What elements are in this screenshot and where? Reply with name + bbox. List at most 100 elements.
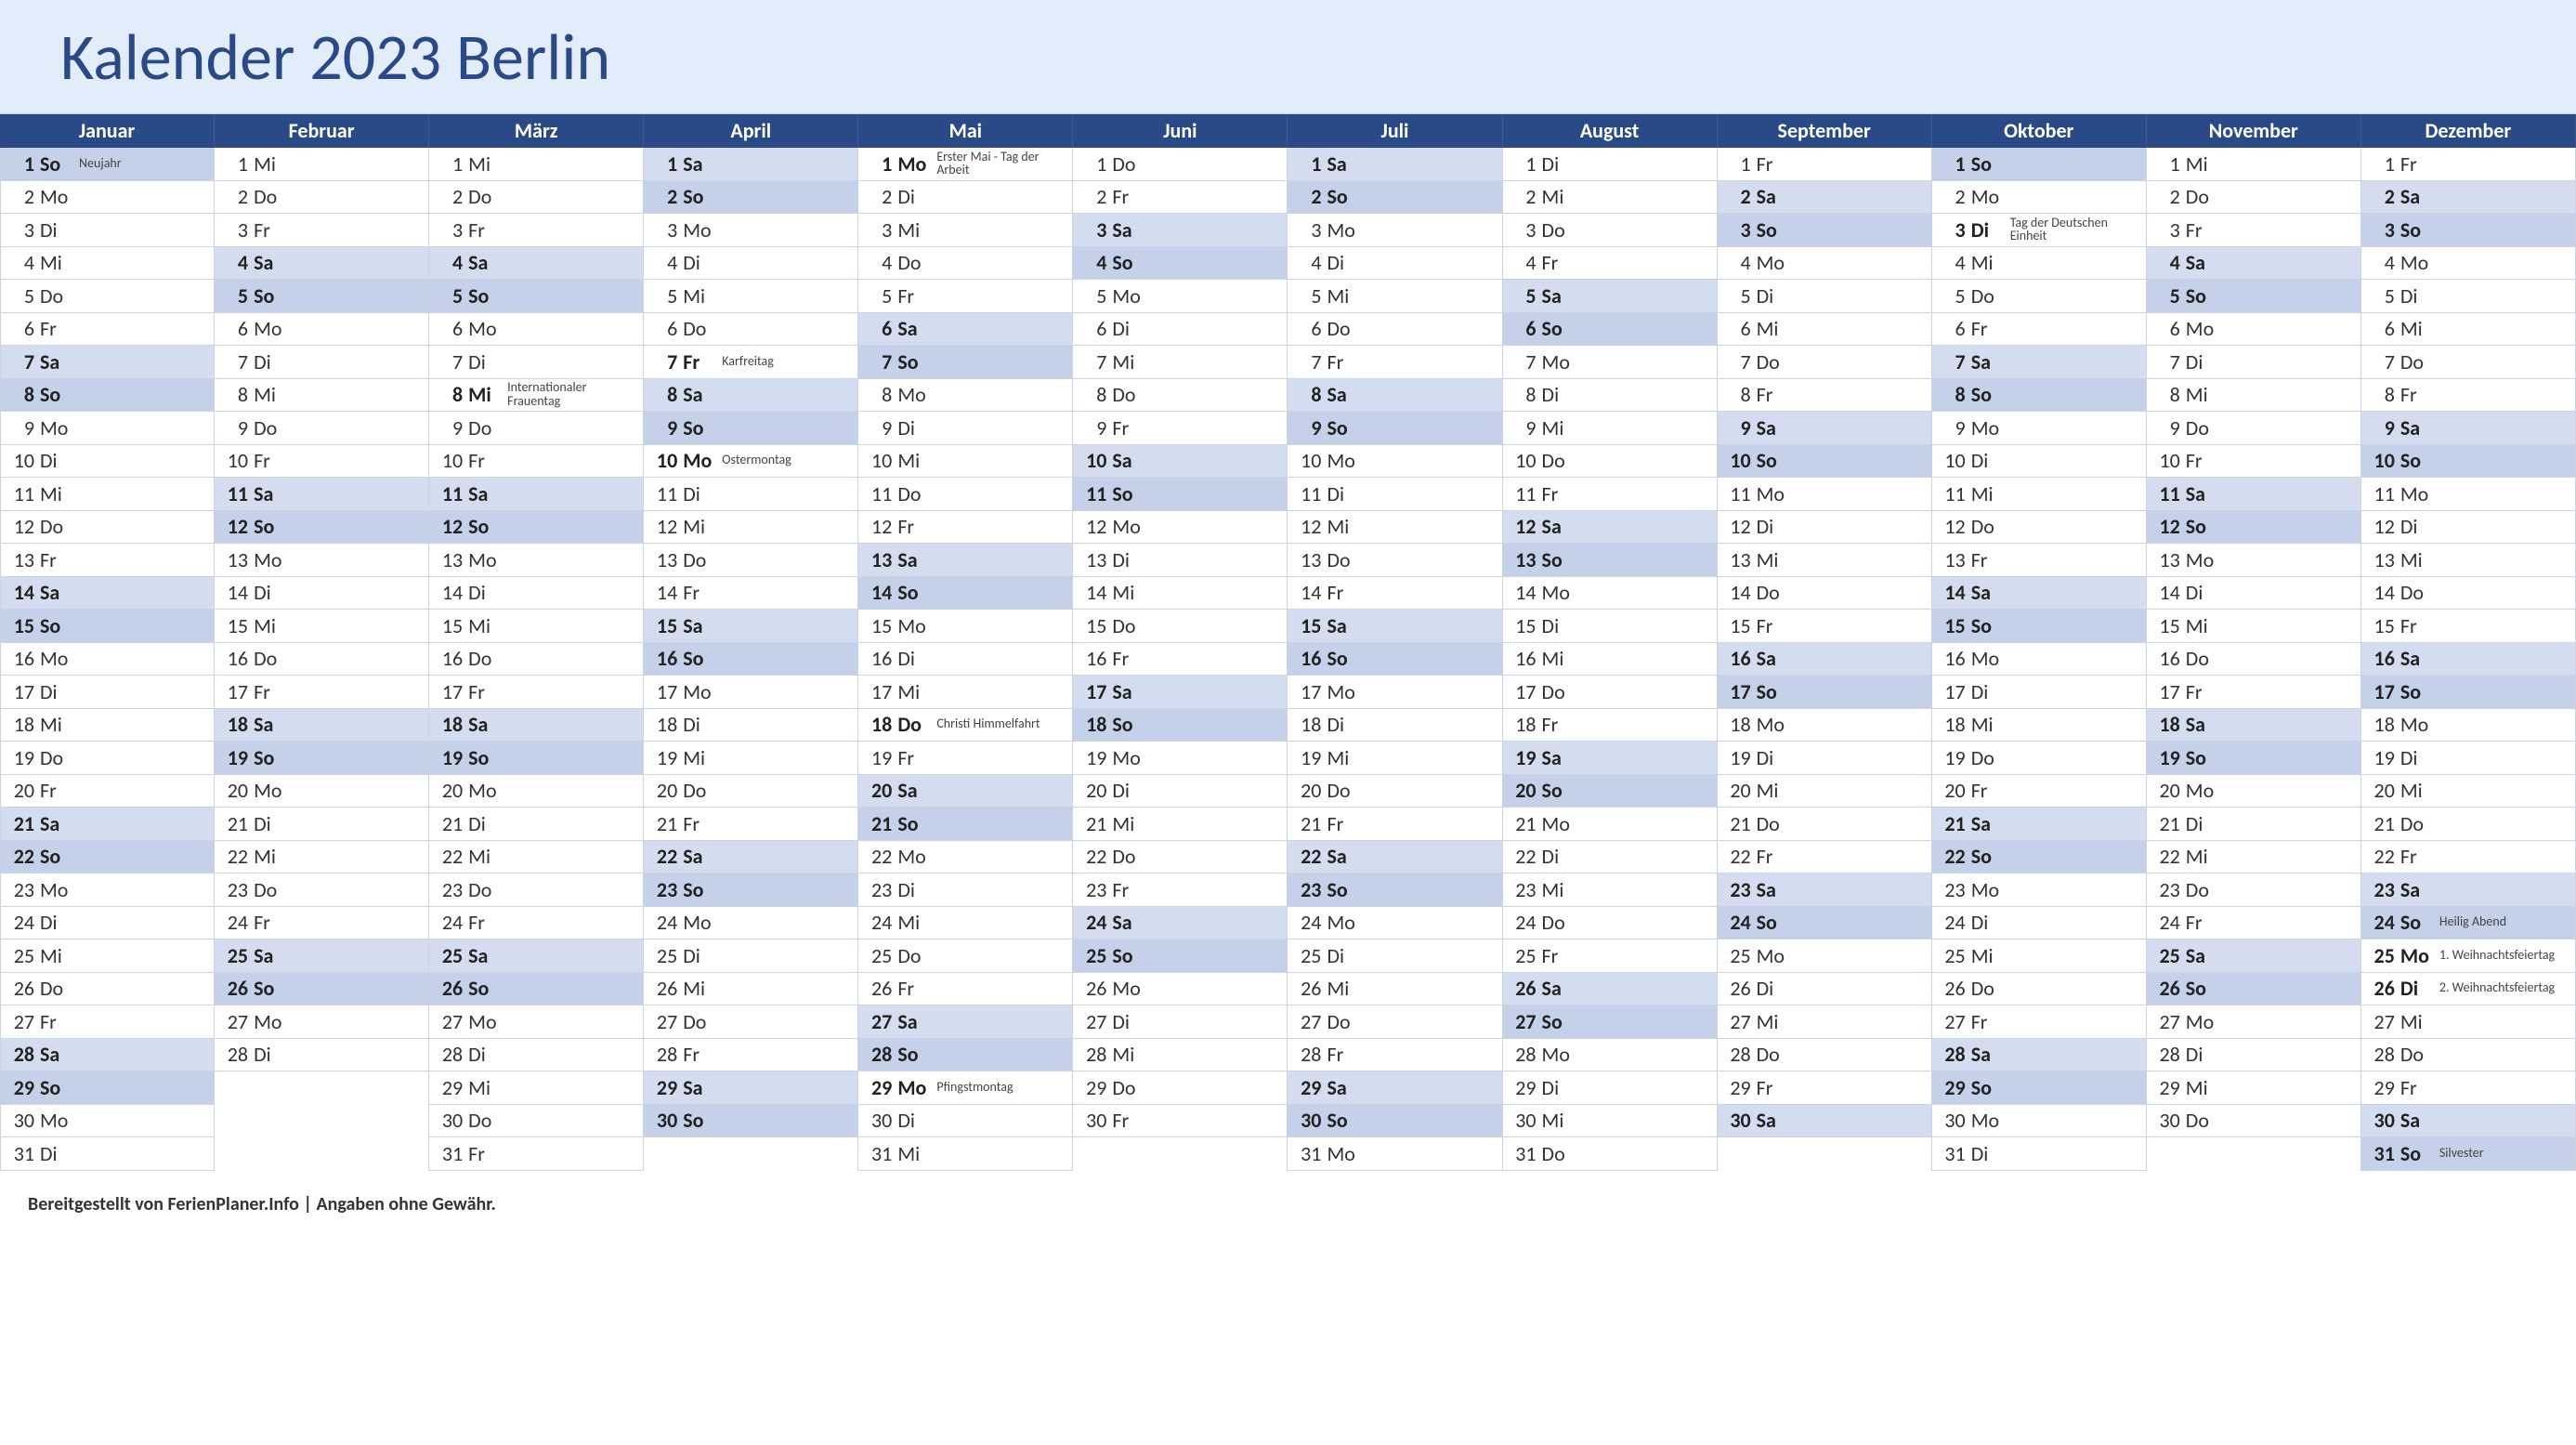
- day-cell: 11Sa: [429, 478, 644, 511]
- day-weekday: Mi: [1971, 250, 2008, 275]
- day-weekday: So: [1327, 646, 1364, 671]
- day-number: 14: [2156, 580, 2186, 605]
- day-weekday: So: [1971, 613, 2008, 638]
- day-cell: 4Do: [858, 247, 1073, 281]
- day-number: 9: [224, 415, 254, 440]
- day-cell: 8So: [0, 379, 215, 413]
- day-weekday: Do: [897, 712, 935, 737]
- day-cell: 7Di: [215, 346, 429, 379]
- day-cell: 23So: [644, 874, 858, 907]
- day-cell: 23Sa: [1718, 874, 1932, 907]
- day-cell: 12Mi: [1288, 511, 1502, 545]
- day-cell: 13Do: [644, 544, 858, 577]
- day-number: 31: [2371, 1141, 2400, 1166]
- day-number: 8: [2156, 382, 2186, 407]
- day-weekday: Sa: [897, 316, 935, 341]
- day-cell: 7So: [858, 346, 1073, 379]
- day-weekday: So: [1971, 382, 2008, 407]
- day-cell: 23Sa: [2361, 874, 2576, 907]
- day-weekday: Mi: [40, 943, 77, 968]
- day-number: 8: [1512, 382, 1542, 407]
- day-weekday: Mi: [1327, 745, 1364, 770]
- day-number: 16: [438, 646, 468, 671]
- day-weekday: Mi: [897, 217, 935, 243]
- day-number: 4: [868, 250, 897, 275]
- day-number: 29: [1297, 1075, 1327, 1100]
- day-number: 25: [2371, 943, 2400, 968]
- day-cell: 28Mo: [1503, 1039, 1718, 1072]
- day-weekday: Di: [40, 1141, 77, 1166]
- day-number: 13: [438, 547, 468, 572]
- month-column: Februar1Mi2Do3Fr4Sa5So6Mo7Di8Mi9Do10Fr11…: [215, 114, 429, 1171]
- day-cell: 15So: [0, 610, 215, 643]
- day-number: 5: [1727, 283, 1757, 309]
- day-number: 6: [1297, 316, 1327, 341]
- day-number: 10: [2156, 448, 2186, 473]
- day-weekday: Mo: [683, 679, 720, 704]
- day-number: 9: [1512, 415, 1542, 440]
- day-number: 24: [2371, 910, 2400, 935]
- day-weekday: Sa: [468, 712, 505, 737]
- day-weekday: Fr: [2400, 382, 2438, 407]
- day-weekday: Mo: [1757, 481, 1794, 506]
- day-number: 18: [1942, 712, 1971, 737]
- day-cell: 1Sa: [644, 148, 858, 181]
- day-cell: 12Mi: [644, 511, 858, 545]
- day-weekday: So: [897, 811, 935, 836]
- day-weekday: Fr: [40, 316, 77, 341]
- day-number: 10: [438, 448, 468, 473]
- day-cell: 6Fr: [0, 313, 215, 347]
- day-weekday: So: [1542, 1009, 1579, 1034]
- day-cell: 14So: [858, 577, 1073, 611]
- day-number: 3: [10, 217, 40, 243]
- day-weekday: Fr: [40, 1009, 77, 1034]
- day-number: 26: [868, 976, 897, 1001]
- day-weekday: Do: [1542, 679, 1579, 704]
- day-number: 3: [224, 217, 254, 243]
- holiday-label: 1. Weihnachtsfeiertag: [2438, 949, 2569, 963]
- day-weekday: Mo: [1542, 349, 1579, 374]
- day-weekday: Mi: [40, 481, 77, 506]
- day-number: 22: [1297, 844, 1327, 869]
- day-weekday: Mi: [683, 514, 720, 539]
- day-weekday: So: [1112, 481, 1149, 506]
- day-cell: 21Mo: [1503, 808, 1718, 841]
- day-cell: 27Fr: [1932, 1005, 2147, 1039]
- day-number: 7: [2371, 349, 2400, 374]
- day-cell: 5Do: [1932, 280, 2147, 313]
- day-cell: 26So: [2147, 973, 2361, 1006]
- day-number: 27: [1942, 1009, 1971, 1034]
- day-cell: 3Sa: [1073, 214, 1288, 247]
- day-number: 22: [1512, 844, 1542, 869]
- day-number: 19: [438, 745, 468, 770]
- day-cell: 12Mo: [1073, 511, 1288, 545]
- day-number: 14: [224, 580, 254, 605]
- day-cell: 24Fr: [2147, 907, 2361, 940]
- day-weekday: So: [1112, 712, 1149, 737]
- day-weekday: Do: [2400, 1042, 2438, 1067]
- day-number: 25: [224, 943, 254, 968]
- day-weekday: So: [1327, 877, 1364, 902]
- month-header: Juni: [1073, 114, 1288, 148]
- day-number: 18: [2156, 712, 2186, 737]
- day-number: 15: [1297, 613, 1327, 638]
- day-cell: 6Mo: [215, 313, 429, 347]
- day-cell: 19Sa: [1503, 742, 1718, 775]
- day-cell: 2Sa: [1718, 181, 1932, 215]
- day-weekday: Mi: [1757, 547, 1794, 572]
- day-number: 11: [438, 481, 468, 506]
- day-cell: 6Mo: [2147, 313, 2361, 347]
- day-number: 19: [653, 745, 683, 770]
- holiday-label: Ostermontag: [720, 453, 852, 467]
- day-number: 23: [10, 877, 40, 902]
- day-cell: 10Di: [1932, 445, 2147, 479]
- day-weekday: Do: [1757, 1042, 1794, 1067]
- day-cell: 19Do: [1932, 742, 2147, 775]
- day-cell: 29Sa: [1288, 1071, 1502, 1105]
- day-weekday: Di: [468, 349, 505, 374]
- day-number: 16: [1942, 646, 1971, 671]
- day-number: 1: [653, 151, 683, 177]
- day-number: 8: [1082, 382, 1112, 407]
- day-number: 30: [1082, 1108, 1112, 1133]
- day-number: 19: [10, 745, 40, 770]
